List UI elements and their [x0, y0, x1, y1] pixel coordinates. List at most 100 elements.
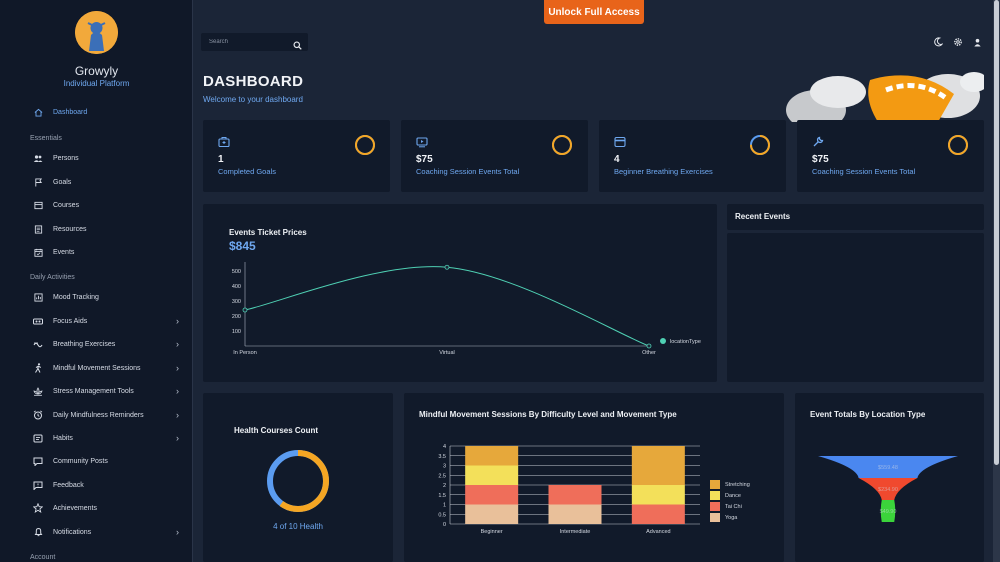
sidebar-item-label: Resources: [53, 225, 87, 233]
chevron-right-icon: ›: [176, 433, 179, 443]
funnel-stage-label: $559.48: [878, 465, 898, 471]
section-title-daily-activities: Daily Activities: [30, 274, 75, 281]
sidebar-item-courses[interactable]: Courses: [0, 195, 192, 215]
stat-value: 1: [218, 154, 224, 165]
sidebar-item-habits[interactable]: Habits ›: [0, 428, 192, 448]
posts-icon: [33, 456, 43, 466]
bar-segment-stretching: [631, 446, 685, 485]
data-point: [646, 343, 652, 349]
habits-icon: [33, 433, 43, 443]
card-icon: [614, 135, 626, 148]
sidebar-item-label: Persons: [53, 154, 79, 162]
funnel-stage-label: $234.90: [878, 487, 898, 493]
sidebar-item-label: Achievements: [53, 504, 97, 512]
breathing-icon: [33, 339, 43, 349]
search-icon[interactable]: [293, 37, 303, 50]
sidebar-item-persons[interactable]: Persons: [0, 148, 192, 168]
progress-ring: [552, 135, 572, 155]
chart-title: Event Totals By Location Type: [810, 410, 926, 419]
flag-icon: [33, 177, 43, 187]
mindful-movement-card: Mindful Movement Sessions By Difficulty …: [404, 393, 784, 562]
legend-swatch: [710, 513, 720, 522]
section-title-account: Account: [30, 554, 56, 561]
chevron-right-icon: ›: [176, 339, 179, 349]
alarm-icon: [33, 410, 43, 420]
x-tick-label: Intermediate: [560, 529, 591, 535]
sidebar-item-events[interactable]: Events: [0, 242, 192, 262]
legend-swatch: [710, 491, 720, 500]
recent-events-title: Recent Events: [735, 212, 791, 221]
app-logo-avatar: [75, 11, 118, 54]
events-ticket-prices-card: Events Ticket Prices $845 100 200 300 400 50…: [203, 204, 717, 382]
recent-events-list: [727, 233, 984, 382]
progress-ring: [948, 135, 968, 155]
y-tick-label: 2: [443, 483, 446, 489]
page-title: DASHBOARD: [203, 73, 304, 90]
page-subtitle: Welcome to your dashboard: [203, 95, 303, 104]
stat-card-coaching-session-total: $75 Coaching Session Events Total: [401, 120, 588, 192]
sidebar-item-label: Courses: [53, 201, 80, 209]
x-tick-label: Beginner: [481, 529, 503, 535]
sidebar-item-achievements[interactable]: Achievements: [0, 498, 192, 518]
funnel-chart: $559.48 $234.90 $49.90: [818, 456, 958, 522]
stacked-bar-chart: 0 0.5 1 1.5 2 2.5 3 3.5 4 Beginner Intermediate Adv…: [438, 444, 749, 535]
sidebar-item-label: Dashboard: [53, 108, 88, 116]
sidebar-item-focus-aids[interactable]: Focus Aids ›: [0, 311, 192, 331]
legend-label: Dance: [725, 493, 741, 499]
stat-card-coaching-session-total-2: $75 Coaching Session Events Total: [797, 120, 984, 192]
sidebar-item-community-posts[interactable]: Community Posts: [0, 451, 192, 471]
page-scrollbar[interactable]: [993, 0, 1000, 562]
y-tick-label: 1.5: [438, 493, 446, 499]
bar-segment-yoga: [548, 504, 602, 524]
sidebar-item-label: Goals: [53, 178, 72, 186]
lotus-icon: [33, 386, 43, 396]
data-point: [444, 264, 450, 270]
chart-icon: [33, 292, 43, 302]
legend-label: locationType: [670, 339, 701, 345]
star-icon: [33, 503, 43, 513]
search-input[interactable]: [201, 39, 285, 45]
y-tick-label: 3: [443, 464, 446, 470]
sidebar-item-breathing-exercises[interactable]: Breathing Exercises ›: [0, 334, 192, 354]
calendar-icon: [33, 247, 43, 257]
user-icon[interactable]: [972, 37, 982, 47]
sidebar-item-label: Habits: [53, 434, 73, 442]
sidebar-item-label: Events: [53, 248, 75, 256]
health-courses-title: Health Courses Count: [234, 426, 319, 435]
y-tick-label: 0.5: [438, 512, 446, 518]
chevron-right-icon: ›: [176, 363, 179, 373]
y-tick-label: 500: [232, 269, 241, 275]
sidebar-item-mood-tracking[interactable]: Mood Tracking: [0, 287, 192, 307]
app-subtitle: Individual Platform: [63, 79, 130, 88]
sidebar-item-resources[interactable]: Resources: [0, 219, 192, 239]
y-tick-label: 400: [232, 284, 241, 290]
scrollbar-thumb[interactable]: [994, 0, 999, 465]
recent-events-card: Recent Events: [727, 204, 984, 382]
sidebar-item-label: Breathing Exercises: [53, 340, 116, 348]
sidebar-item-stress-management-tools[interactable]: Stress Management Tools ›: [0, 381, 192, 401]
feedback-icon: [33, 480, 43, 490]
sidebar-item-daily-mindfulness-reminders[interactable]: Daily Mindfulness Reminders ›: [0, 405, 192, 425]
unlock-full-access-button[interactable]: Unlock Full Access: [544, 0, 644, 24]
settings-icon[interactable]: [953, 37, 963, 47]
bar-segment-stretching: [465, 446, 519, 466]
series-line-location-type: [244, 266, 650, 347]
legend-label: Yoga: [725, 515, 738, 521]
sidebar-item-notifications[interactable]: Notifications ›: [0, 522, 192, 542]
sidebar-item-dashboard[interactable]: Dashboard: [0, 102, 192, 122]
moon-icon[interactable]: [933, 37, 943, 47]
stat-card-completed-goals: 1 Completed Goals: [203, 120, 390, 192]
bar-segment-yoga: [465, 504, 519, 524]
y-tick-label: 3.5: [438, 454, 446, 460]
stat-label: Coaching Session Events Total: [812, 167, 916, 176]
sidebar-item-mindful-movement-sessions[interactable]: Mindful Movement Sessions ›: [0, 358, 192, 378]
sidebar-item-feedback[interactable]: Feedback: [0, 475, 192, 495]
chart-headline-value: $845: [229, 239, 256, 253]
stat-value: $75: [812, 154, 829, 165]
focus-icon: [33, 316, 43, 326]
funnel-stage: [818, 456, 958, 478]
funnel-stage: [880, 500, 896, 522]
funnel-stage: [858, 478, 918, 500]
sidebar-item-goals[interactable]: Goals: [0, 172, 192, 192]
bell-icon: [33, 527, 43, 537]
